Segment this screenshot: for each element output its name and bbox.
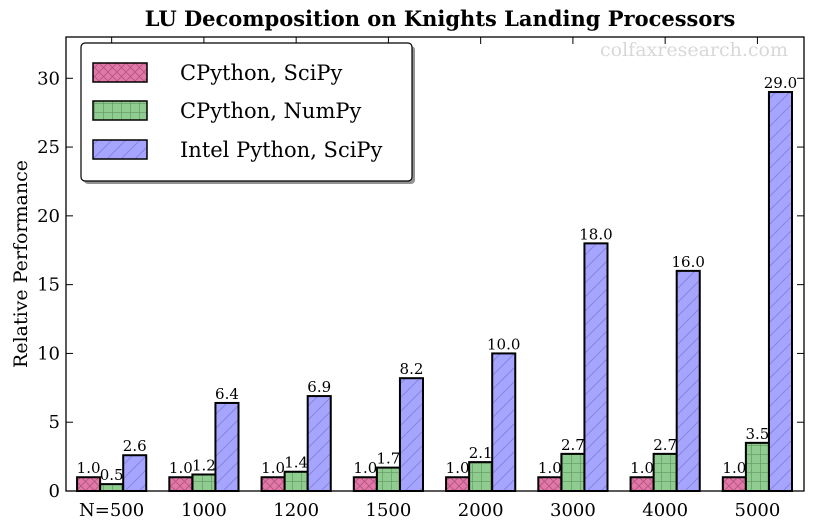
bar: [352, 476, 378, 493]
bar: [260, 476, 286, 493]
bar-value-label: 8.2: [400, 360, 424, 378]
legend-swatch-cpython-numpy: [92, 100, 148, 121]
bar-value-label: 1.0: [538, 459, 562, 477]
bar: [375, 466, 401, 492]
y-tick-label: 5: [49, 412, 60, 433]
bar: [468, 461, 494, 493]
bar-value-label: 29.0: [764, 74, 797, 92]
x-tick-label: 1000: [181, 500, 227, 521]
bar: [76, 476, 102, 493]
bar: [744, 441, 770, 492]
bar-value-label: 18.0: [579, 225, 612, 243]
x-tick-label: 1200: [273, 500, 319, 521]
bar: [652, 452, 678, 493]
bar: [767, 91, 794, 492]
x-tick-label: 2000: [458, 500, 504, 521]
bar-value-label: 1.0: [446, 459, 470, 477]
bar-value-label: 1.0: [722, 459, 746, 477]
bar-value-label: 1.4: [284, 454, 308, 472]
bar-value-label: 6.9: [307, 378, 331, 396]
bar: [675, 269, 701, 492]
bar-value-label: 1.0: [77, 459, 101, 477]
y-tick-label: 20: [37, 206, 60, 227]
bar: [306, 395, 332, 492]
bar: [537, 476, 563, 493]
legend-swatch-intel-python-scipy: [92, 139, 148, 160]
bar-value-label: 1.2: [192, 456, 216, 474]
bar: [560, 452, 586, 493]
bar-value-label: 2.6: [123, 437, 147, 455]
bar-value-label: 16.0: [672, 253, 705, 271]
bar: [721, 476, 747, 493]
bar-value-label: 1.0: [261, 459, 285, 477]
bar: [629, 476, 655, 493]
bar: [99, 483, 125, 493]
legend-label-intel-python-scipy: Intel Python, SciPy: [180, 138, 383, 162]
bar: [283, 470, 309, 492]
x-tick-label: 3000: [550, 500, 596, 521]
y-tick-label: 10: [37, 343, 60, 364]
bar-value-label: 1.0: [353, 459, 377, 477]
legend-label-cpython-scipy: CPython, SciPy: [180, 61, 343, 85]
bar-value-label: 10.0: [487, 335, 520, 353]
chart-title: LU Decomposition on Knights Landing Proc…: [145, 6, 736, 31]
bar: [191, 473, 217, 492]
data-labels: 1.0 0.52.61.0 1.26.41.0 1.46.91.01.78.21.02…: [77, 74, 798, 484]
bar-value-label: 1.0: [630, 459, 654, 477]
bar-value-label: 6.4: [215, 385, 239, 403]
watermark: colfaxresearch.com: [600, 39, 788, 61]
legend-label-cpython-numpy: CPython, NumPy: [180, 99, 361, 123]
y-tick-label: 25: [37, 137, 60, 158]
y-axis-label: Relative Performance: [10, 160, 32, 368]
bar-value-label: 2.1: [469, 444, 493, 462]
bar: [583, 242, 609, 492]
x-tick-label: 5000: [735, 500, 781, 521]
bar-value-label: 3.5: [745, 425, 769, 443]
bar: [168, 476, 194, 493]
x-tick-label: 1500: [366, 500, 412, 521]
bar-value-label: 2.7: [653, 436, 677, 454]
bar-value-label: 0.5: [100, 466, 124, 484]
y-axis: 0 5 10 15 20 25 30: [37, 68, 804, 502]
bar: [445, 476, 471, 493]
bar: [122, 454, 148, 493]
bar: [398, 377, 425, 492]
y-tick-label: 30: [37, 68, 60, 89]
y-tick-label: 15: [37, 275, 60, 296]
bar: [491, 352, 517, 493]
legend-swatch-cpython-scipy: [92, 62, 148, 83]
bars: [76, 91, 794, 493]
x-axis: N=500 1000 1200 1500 2000 3000 4000 5000: [79, 37, 780, 521]
legend-box: [80, 42, 413, 182]
x-tick-label: N=500: [79, 500, 144, 521]
x-tick-label: 4000: [642, 500, 688, 521]
bar-value-label: 1.0: [169, 459, 193, 477]
legend: CPython, SciPy CPython, NumPy Intel Pyth…: [80, 42, 415, 184]
bar: [214, 401, 240, 492]
bar-value-label: 2.7: [561, 436, 585, 454]
y-tick-label: 0: [49, 481, 60, 502]
bar-value-label: 1.7: [376, 450, 400, 468]
